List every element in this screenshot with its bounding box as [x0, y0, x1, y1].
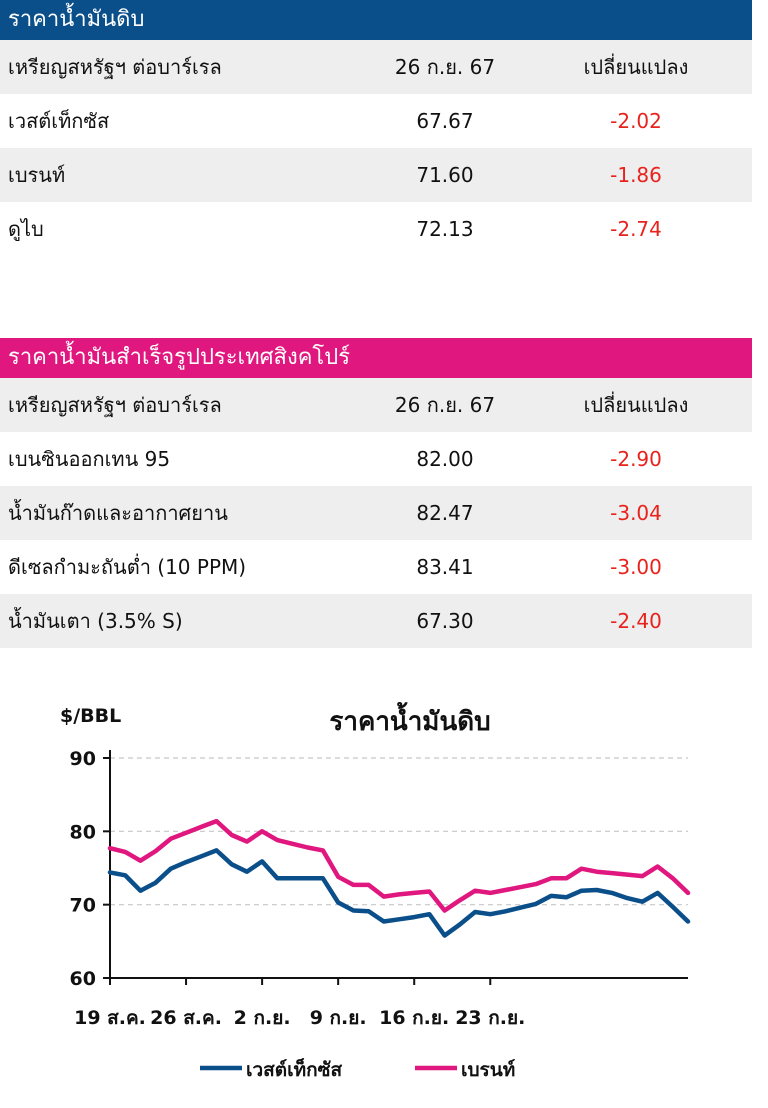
row-price: 71.60 [416, 163, 474, 187]
table-row: น้ำมันเตา (3.5% S) 67.30 -2.40 [0, 594, 752, 648]
chart-gridlines [110, 757, 688, 906]
row-change: -1.86 [610, 163, 662, 187]
legend-label: เบรนท์ [461, 1059, 515, 1081]
series-line-0 [107, 848, 691, 938]
row-name: เบนซินออกเทน 95 [8, 447, 171, 471]
row-change: -2.90 [610, 447, 662, 471]
y-tick-label: 90 [70, 748, 96, 770]
chart-ylabel: $/BBL [60, 705, 121, 727]
x-tick-label: 9 ก.ย. [310, 1007, 367, 1029]
table-row: เบนซินออกเทน 95 82.00 -2.90 [0, 432, 752, 486]
x-tick-label: 19 ส.ค. [74, 1007, 146, 1029]
y-tick-label: 70 [70, 895, 96, 917]
refined-table-title: ราคาน้ำมันสำเร็จรูปประเทศสิงคโปร์ [0, 338, 752, 378]
chart-title: ราคาน้ำมันดิบ [329, 701, 490, 737]
chart-axes: 60 70 80 90 19 ส.ค. 26 ส.ค. 2 ก.ย. 9 ก.ย. 16 ก.ย… [70, 748, 688, 1029]
chart-series [107, 818, 691, 938]
row-name: ดูไบ [8, 217, 44, 241]
col-unit: เหรียญสหรัฐฯ ต่อบาร์เรล [8, 393, 222, 417]
crude-oil-table: ราคาน้ำมันดิบ เหรียญสหรัฐฯ ต่อบาร์เรล 26… [0, 0, 752, 256]
y-tick-label: 80 [70, 821, 96, 843]
refined-oil-table: ราคาน้ำมันสำเร็จรูปประเทศสิงคโปร์ เหรียญ… [0, 338, 752, 648]
row-change: -2.74 [610, 217, 662, 241]
chart-legend: เวสต์เท็กซัส เบรนท์ [200, 1057, 515, 1081]
col-date: 26 ก.ย. 67 [394, 55, 496, 79]
y-tick-label: 60 [70, 968, 96, 990]
refined-table-header-row: เหรียญสหรัฐฯ ต่อบาร์เรล 26 ก.ย. 67 เปลี่… [0, 378, 752, 432]
row-price: 67.30 [416, 609, 474, 633]
crude-table-header-row: เหรียญสหรัฐฯ ต่อบาร์เรล 26 ก.ย. 67 เปลี่… [0, 40, 752, 94]
table-row: ดีเซลกำมะถันต่ำ (10 PPM) 83.41 -3.00 [0, 540, 752, 594]
table-row: เวสต์เท็กซัส 67.67 -2.02 [0, 94, 752, 148]
row-price: 72.13 [416, 217, 474, 241]
row-name: น้ำมันก๊าดและอากาศยาน [8, 501, 228, 525]
col-unit: เหรียญสหรัฐฯ ต่อบาร์เรล [8, 55, 222, 79]
table-row: ดูไบ 72.13 -2.74 [0, 202, 752, 256]
crude-table-title: ราคาน้ำมันดิบ [0, 0, 752, 40]
col-date: 26 ก.ย. 67 [394, 393, 496, 417]
row-change: -2.40 [610, 609, 662, 633]
row-change: -3.00 [610, 555, 662, 579]
row-price: 83.41 [416, 555, 474, 579]
row-change: -2.02 [610, 109, 662, 133]
row-name: เวสต์เท็กซัส [8, 109, 110, 133]
table-row: น้ำมันก๊าดและอากาศยาน 82.47 -3.04 [0, 486, 752, 540]
row-price: 82.00 [416, 447, 474, 471]
row-price: 82.47 [416, 501, 474, 525]
legend-label: เวสต์เท็กซัส [246, 1057, 343, 1081]
table-row: เบรนท์ 71.60 -1.86 [0, 148, 752, 202]
row-name: เบรนท์ [8, 163, 66, 187]
row-change: -3.04 [610, 501, 662, 525]
col-change: เปลี่ยนแปลง [583, 393, 689, 417]
series-line-1 [107, 818, 691, 913]
row-name: น้ำมันเตา (3.5% S) [8, 609, 183, 633]
x-tick-label: 2 ก.ย. [234, 1007, 291, 1029]
x-tick-label: 26 ส.ค. [150, 1007, 222, 1029]
crude-oil-price-chart: $/BBL ราคาน้ำมันดิบ 60 70 80 90 19 ส.ค. 26 ส.… [60, 701, 691, 1081]
col-change: เปลี่ยนแปลง [583, 55, 689, 79]
row-price: 67.67 [416, 109, 474, 133]
x-tick-label: 23 ก.ย. [455, 1007, 525, 1029]
row-name: ดีเซลกำมะถันต่ำ (10 PPM) [8, 555, 247, 579]
x-tick-label: 16 ก.ย. [379, 1007, 449, 1029]
